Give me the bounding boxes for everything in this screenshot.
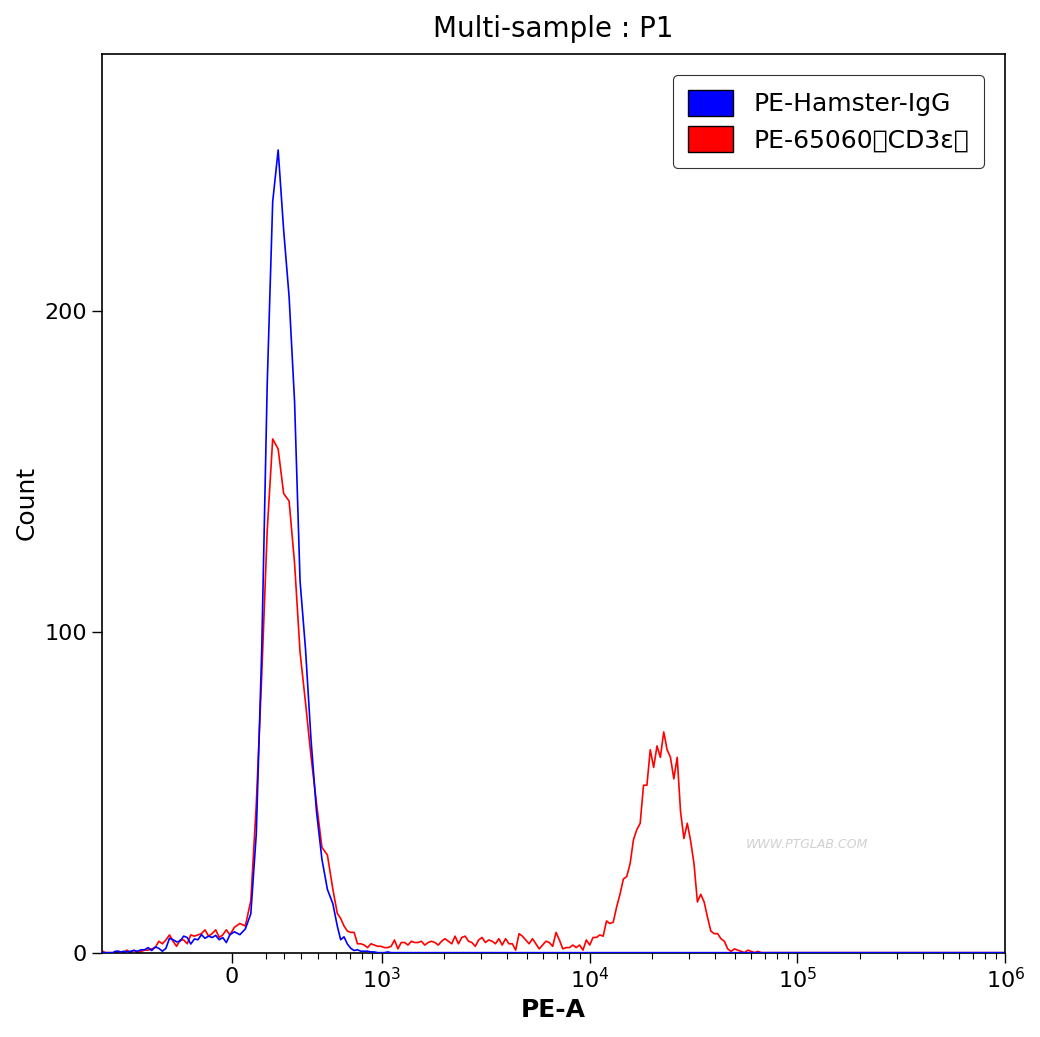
Y-axis label: Count: Count	[15, 466, 40, 540]
X-axis label: PE-A: PE-A	[521, 998, 586, 1022]
Text: WWW.PTGLAB.COM: WWW.PTGLAB.COM	[746, 838, 867, 851]
Title: Multi-sample : P1: Multi-sample : P1	[434, 15, 674, 43]
Legend: PE-Hamster-IgG, PE-65060（CD3ε）: PE-Hamster-IgG, PE-65060（CD3ε）	[673, 75, 984, 168]
